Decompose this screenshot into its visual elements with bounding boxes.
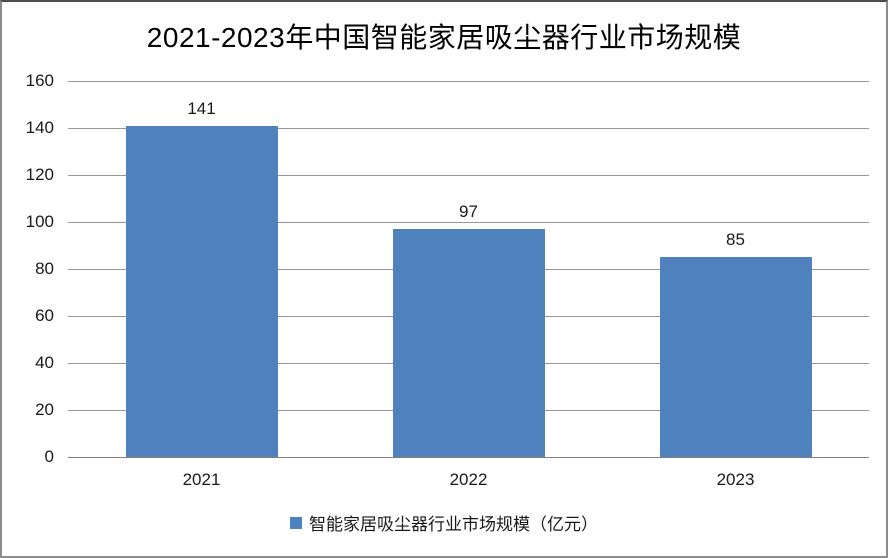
- y-axis: 0 20 40 60 80 100 120 140 160: [2, 71, 54, 466]
- bar-2021: [125, 125, 278, 457]
- y-tick-label: 160: [25, 71, 54, 90]
- y-tick-label: 80: [35, 259, 54, 278]
- x-tick-label-2023: 2023: [716, 470, 755, 489]
- gridline: [68, 128, 869, 129]
- bar-cell-2023: 85: [602, 81, 869, 457]
- x-axis: 2021 2022 2023: [68, 470, 869, 490]
- bar-2022: [392, 229, 545, 457]
- chart-title: 2021-2023年中国智能家居吸尘器行业市场规模: [146, 22, 742, 53]
- y-tick-label: 0: [44, 447, 54, 466]
- y-tick-label: 140: [25, 118, 54, 137]
- plot-area: 141 97 85: [68, 81, 869, 458]
- bar-cell-2022: 97: [335, 81, 602, 457]
- y-tick-label: 20: [35, 400, 54, 419]
- bar-value-label-2022: 97: [459, 202, 478, 222]
- bar-cell-2021: 141: [68, 81, 335, 457]
- x-tick-label-2022: 2022: [449, 470, 488, 489]
- gridline: [68, 175, 869, 176]
- y-tick-label: 60: [35, 306, 54, 325]
- bars: 141 97 85: [68, 81, 869, 457]
- y-tick-label: 120: [25, 165, 54, 184]
- x-tick-label-2021: 2021: [182, 470, 221, 489]
- bar-2023: [659, 257, 812, 457]
- gridline: [68, 222, 869, 223]
- legend: 智能家居吸尘器行业市场规模（亿元）: [2, 510, 886, 535]
- y-tick-label: 40: [35, 353, 54, 372]
- y-tick-label: 100: [25, 212, 54, 231]
- legend-marker-square-icon: [290, 516, 302, 529]
- legend-label: 智能家居吸尘器行业市场规模（亿元）: [309, 515, 598, 534]
- bar-value-label-2021: 141: [187, 98, 216, 118]
- bar-value-label-2023: 85: [726, 230, 745, 250]
- gridline: [68, 81, 869, 82]
